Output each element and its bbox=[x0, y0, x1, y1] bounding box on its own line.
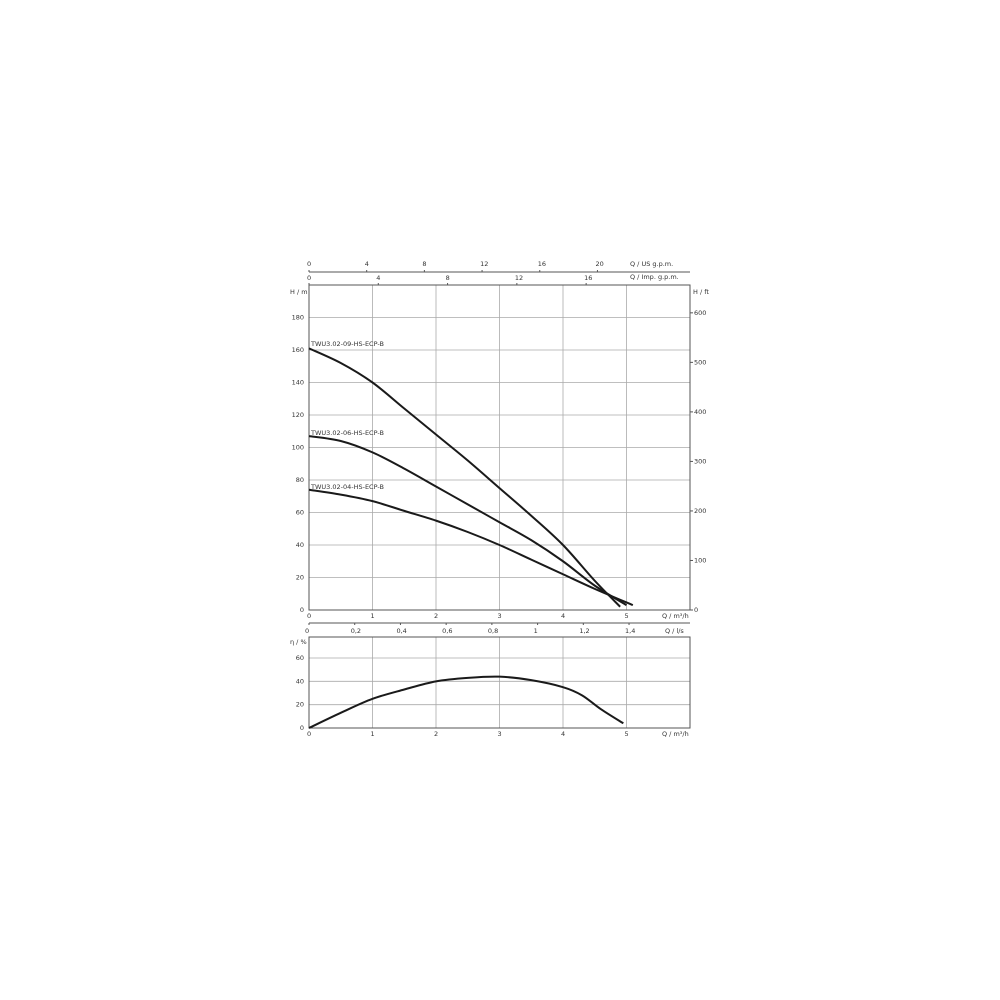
ls-tick-label: 1,2 bbox=[579, 627, 589, 635]
ft-tick-label: 400 bbox=[694, 408, 706, 416]
x-tick-label: 3 bbox=[498, 612, 502, 620]
x-tick-label: 4 bbox=[561, 612, 565, 620]
y-tick-label: 40 bbox=[296, 541, 304, 549]
q-m3h-axis-label: Q / m³/h bbox=[662, 612, 689, 620]
plot-frame bbox=[308, 284, 691, 611]
ls-tick-label: 0,6 bbox=[442, 627, 452, 635]
imp-gpm-tick-label: 12 bbox=[515, 274, 523, 282]
us-gpm-axis-label: Q / US g.p.m. bbox=[630, 260, 673, 268]
ls-tick-label: 0,4 bbox=[396, 627, 406, 635]
y-tick-label: 40 bbox=[296, 677, 304, 685]
series-curve-2 bbox=[308, 488, 634, 607]
series-label-09: TWU3.02-09-HS-ECP-B bbox=[310, 340, 384, 348]
eta-axis-label: η / % bbox=[290, 638, 307, 646]
x-tick-label: 1 bbox=[371, 612, 375, 620]
x-tick-label: 0 bbox=[307, 730, 311, 738]
series-curve-0 bbox=[308, 347, 621, 608]
h-m-axis-label: H / m bbox=[290, 288, 308, 296]
ft-tick-label: 200 bbox=[694, 507, 706, 515]
imp-gpm-tick-label: 16 bbox=[584, 274, 592, 282]
us-gpm-tick-label: 20 bbox=[595, 260, 603, 268]
ls-tick-label: 0,2 bbox=[351, 627, 361, 635]
imp-gpm-tick-label: 8 bbox=[446, 274, 450, 282]
ls-tick-label: 0,8 bbox=[488, 627, 498, 635]
x-tick-label: 1 bbox=[371, 730, 375, 738]
us-gpm-tick-label: 16 bbox=[538, 260, 546, 268]
series-curve-0 bbox=[308, 675, 624, 729]
y-tick-label: 60 bbox=[296, 654, 304, 662]
us-gpm-tick-label: 8 bbox=[422, 260, 426, 268]
ft-tick-label: 0 bbox=[694, 606, 698, 614]
series-curve-1 bbox=[308, 435, 628, 606]
y-tick-label: 0 bbox=[300, 724, 304, 732]
y-tick-label: 160 bbox=[292, 346, 304, 354]
y-tick-label: 60 bbox=[296, 509, 304, 517]
ls-tick-label: 1,4 bbox=[625, 627, 635, 635]
ft-tick-label: 500 bbox=[694, 358, 706, 366]
ft-tick-label: 600 bbox=[694, 309, 706, 317]
ft-tick-label: 100 bbox=[694, 556, 706, 564]
q-m3h-axis-label-eff: Q / m³/h bbox=[662, 730, 689, 738]
y-tick-label: 180 bbox=[292, 314, 304, 322]
series-label-06: TWU3.02-06-HS-ECP-B bbox=[310, 429, 384, 437]
us-gpm-tick-label: 0 bbox=[307, 260, 311, 268]
ft-tick-label: 300 bbox=[694, 457, 706, 465]
y-tick-label: 140 bbox=[292, 379, 304, 387]
q-ls-axis-label: Q / l/s bbox=[665, 627, 684, 635]
x-tick-label: 3 bbox=[498, 730, 502, 738]
x-tick-label: 5 bbox=[625, 730, 629, 738]
us-gpm-tick-label: 4 bbox=[365, 260, 369, 268]
x-tick-label: 2 bbox=[434, 612, 438, 620]
x-tick-label: 5 bbox=[625, 612, 629, 620]
imp-gpm-axis-label: Q / Imp. g.p.m. bbox=[630, 273, 679, 281]
ls-tick-label: 1 bbox=[534, 627, 538, 635]
x-tick-label: 0 bbox=[307, 612, 311, 620]
imp-gpm-tick-label: 4 bbox=[376, 274, 380, 282]
imp-gpm-tick-label: 0 bbox=[307, 274, 311, 282]
x-tick-label: 4 bbox=[561, 730, 565, 738]
y-tick-label: 0 bbox=[300, 606, 304, 614]
y-tick-label: 100 bbox=[292, 444, 304, 452]
y-tick-label: 20 bbox=[296, 701, 304, 709]
h-ft-axis-label: H / ft bbox=[693, 288, 709, 296]
series-label-04: TWU3.02-04-HS-ECP-B bbox=[310, 483, 384, 491]
plot-frame bbox=[308, 636, 691, 729]
ls-tick-label: 0 bbox=[305, 627, 309, 635]
y-tick-label: 80 bbox=[296, 476, 304, 484]
x-tick-label: 2 bbox=[434, 730, 438, 738]
y-tick-label: 120 bbox=[292, 411, 304, 419]
y-tick-label: 20 bbox=[296, 574, 304, 582]
us-gpm-tick-label: 12 bbox=[480, 260, 488, 268]
